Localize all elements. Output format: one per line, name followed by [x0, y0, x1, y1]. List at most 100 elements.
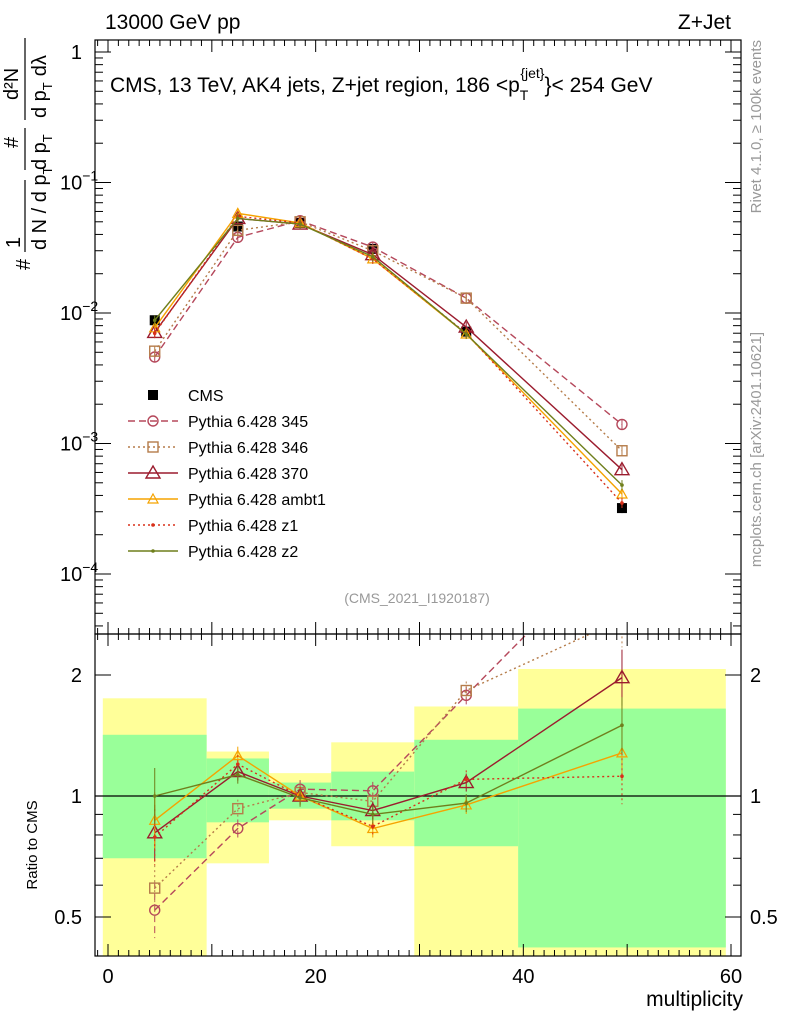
main-plot-title: CMS, 13 TeV, AK4 jets, Z+jet region, 186…	[110, 65, 652, 103]
point-z2-2	[298, 222, 302, 226]
x-tick-label-20: 20	[305, 966, 327, 988]
point-p346-4	[460, 292, 472, 304]
main-y-tick-label-1: 10−1	[60, 168, 98, 195]
legend-label-p346: Pythia 6.428 346	[188, 440, 308, 457]
ratio-line-p345	[154, 634, 528, 911]
legend-item-p345: Pythia 6.428 345	[128, 414, 308, 431]
ratio-point-z2-4	[464, 801, 469, 805]
legend-marker-ambt1	[146, 492, 160, 504]
point-z2-3	[370, 254, 375, 259]
ratio-point-ambt1-5	[615, 746, 628, 758]
ratio-point-p370-4	[458, 774, 475, 789]
x-tick-label-40: 40	[512, 966, 534, 988]
line-p345	[154, 219, 623, 425]
main-y-axis-label: # 1 d N / d pT # d pT d²N d pTdλ	[1, 38, 55, 270]
main-y-tick-label-0: 1	[71, 42, 82, 64]
ratio-y-tick-label-right-1: 1	[750, 786, 761, 808]
legend-item-ambt1: Pythia 6.428 ambt1	[128, 492, 326, 509]
point-p346-5	[616, 445, 628, 457]
ratio-line-p346	[154, 634, 592, 889]
ratio-y-tick-label-right-2: 0.5	[750, 907, 778, 929]
main-y-tick-label-2: 10−2	[60, 298, 98, 325]
ratio-point-z2-0	[152, 794, 157, 798]
ratio-point-p370-5	[613, 669, 631, 684]
point-z2-1	[235, 216, 240, 221]
ratio-series-z2	[152, 697, 624, 824]
point-p345-5	[616, 418, 628, 431]
ratio-line-ambt1	[154, 752, 623, 830]
ratio-frame	[94, 633, 742, 957]
ratio-point-z1-1	[235, 762, 240, 766]
ratio-uncertainty-bands	[102, 668, 726, 956]
point-z1-0	[152, 331, 157, 336]
ratio-line-p370	[154, 677, 623, 834]
line-z2	[154, 217, 623, 486]
ratio-point-ambt1-1	[231, 749, 244, 761]
header-process: 13000 GeV pp	[105, 11, 240, 34]
legend-item-z1: Pythia 6.428 z1	[128, 518, 298, 535]
x-tick-label-60: 60	[720, 966, 742, 988]
ratio-line-z2	[154, 724, 623, 816]
ylabel-dpt-dlambda: d pTdλ	[29, 55, 55, 118]
point-z2-0	[152, 318, 157, 323]
main-y-tick-label-4: 10−4	[60, 559, 98, 586]
ylabel-hash-2: #	[1, 136, 23, 148]
ylabel-d2n: d²N	[1, 68, 23, 100]
ratio-y-tick-label-left-1: 1	[71, 786, 82, 808]
point-z2-5	[620, 483, 624, 487]
legend-marker-p345	[147, 415, 159, 427]
series-z1	[152, 211, 624, 508]
point-data-5	[616, 503, 627, 514]
legend-item-p346: Pythia 6.428 346	[128, 440, 308, 457]
ratio-y-tick-label-left-2: 0.5	[54, 907, 82, 929]
line-p370	[154, 217, 623, 471]
point-z2-4	[464, 332, 469, 336]
analysis-id-watermark: (CMS_2021_I1920187)	[344, 590, 490, 606]
ylabel-dn-dpt: d N / d pT	[29, 166, 55, 250]
legend-marker-z1	[151, 523, 155, 527]
ratio-y-axis-label: Ratio to CMS	[24, 800, 41, 889]
point-p370-5	[613, 461, 631, 476]
legend-item-data: CMS	[148, 388, 224, 405]
ratio-y-tick-label-right-0: 2	[750, 665, 761, 687]
ylabel-hash: #	[13, 258, 35, 270]
ratio-point-z1-5	[620, 774, 624, 779]
legend: CMS Pythia 6.428 345 Pythia 6.428 346 Pythi…	[128, 388, 326, 561]
x-tick-label-0: 0	[102, 966, 113, 988]
legend-marker-data	[148, 390, 158, 400]
legend-label-p345: Pythia 6.428 345	[188, 414, 308, 431]
mcplots-credit-label: mcplots.cern.ch [arXiv:2401.10621]	[748, 332, 765, 567]
ylabel-dpt: d pT	[29, 134, 55, 170]
legend-label-p370: Pythia 6.428 370	[188, 466, 308, 483]
series-z2	[152, 213, 624, 491]
ratio-point-z2-3	[370, 812, 375, 817]
x-axis-label: multiplicity	[646, 988, 743, 1011]
legend-marker-p370	[144, 464, 162, 479]
ratio-point-z1-0	[152, 835, 157, 839]
ratio-point-z2-2	[298, 795, 302, 800]
ratio-point-p345-5	[617, 532, 627, 542]
rivet-version-label: Rivet 4.1.0, ≥ 100k events	[748, 40, 765, 213]
ratio-point-z1-4	[464, 777, 469, 782]
ylabel-one: 1	[3, 237, 25, 248]
legend-marker-z2	[151, 549, 155, 553]
ratio-point-p345-1	[232, 822, 244, 835]
point-p346-1	[232, 224, 244, 237]
ratio-point-p346-5	[617, 614, 627, 624]
legend-label-z2: Pythia 6.428 z2	[188, 544, 298, 561]
ratio-y-tick-label-left-0: 2	[71, 665, 82, 687]
main-y-tick-label-3: 10−3	[60, 429, 98, 456]
legend-item-p370: Pythia 6.428 370	[128, 464, 308, 483]
point-p346-0	[149, 345, 161, 357]
legend-label-ambt1: Pythia 6.428 ambt1	[188, 492, 326, 509]
header-analysis: Z+Jet	[678, 11, 731, 34]
ratio-point-p346-4	[460, 684, 472, 697]
legend-label-z1: Pythia 6.428 z1	[188, 518, 298, 535]
legend-item-z2: Pythia 6.428 z2	[128, 544, 298, 561]
legend-label-data: CMS	[188, 388, 224, 405]
ratio-point-p346-0	[149, 882, 161, 894]
ratio-point-z2-1	[235, 772, 240, 777]
legend-marker-p346	[147, 441, 159, 453]
ratio-point-z1-3	[370, 824, 375, 829]
